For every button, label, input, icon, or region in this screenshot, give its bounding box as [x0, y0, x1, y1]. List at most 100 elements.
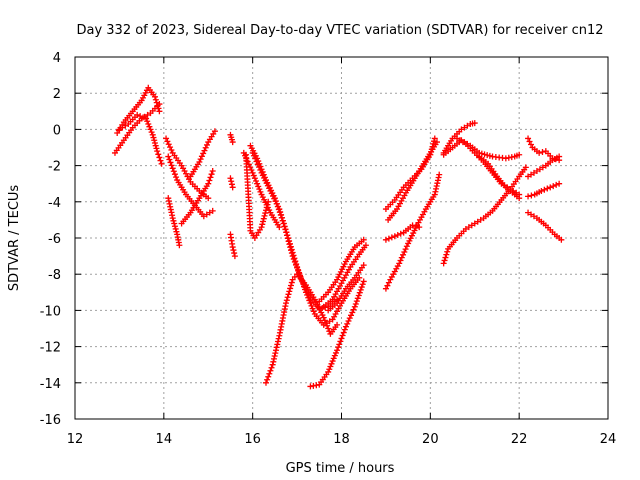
- data-point: [306, 297, 313, 304]
- data-point: [168, 162, 175, 169]
- data-point: [391, 233, 398, 240]
- data-point: [259, 221, 266, 228]
- data-point: [251, 175, 258, 182]
- data-point: [205, 195, 212, 202]
- series-track-t: [325, 262, 367, 314]
- data-point: [268, 364, 275, 371]
- data-point: [278, 211, 285, 218]
- data-point: [256, 186, 263, 193]
- data-point: [556, 153, 563, 160]
- data-point: [231, 250, 238, 257]
- data-point: [171, 223, 178, 230]
- series-track-j: [227, 175, 236, 191]
- data-point: [444, 248, 451, 255]
- series-track-aa: [440, 137, 523, 162]
- data-point: [262, 210, 269, 217]
- data-point: [151, 139, 158, 146]
- y-tick-label: 2: [53, 87, 61, 102]
- data-point: [257, 166, 264, 173]
- data-point: [416, 224, 423, 231]
- data-point: [484, 152, 491, 159]
- data-point: [385, 279, 392, 286]
- data-point: [359, 281, 366, 288]
- data-point: [320, 314, 327, 321]
- data-point: [409, 222, 416, 229]
- data-point: [166, 156, 173, 163]
- data-point: [335, 344, 342, 351]
- data-point: [200, 150, 207, 157]
- data-point: [348, 312, 355, 319]
- data-point: [137, 113, 144, 120]
- data-point: [153, 99, 160, 106]
- data-point: [167, 159, 174, 166]
- data-point: [155, 105, 162, 112]
- data-point: [539, 149, 546, 156]
- data-point: [279, 217, 286, 224]
- data-point: [165, 141, 172, 148]
- data-point: [197, 156, 204, 163]
- data-point: [163, 135, 170, 142]
- data-point: [262, 379, 269, 386]
- data-point: [331, 352, 338, 359]
- data-point: [324, 322, 331, 329]
- data-point: [321, 317, 328, 324]
- data-point: [431, 138, 438, 145]
- data-point: [525, 135, 532, 142]
- data-point: [400, 251, 407, 258]
- data-point: [360, 278, 367, 285]
- data-point: [168, 147, 175, 154]
- data-point: [250, 172, 257, 179]
- data-point: [385, 235, 392, 242]
- data-point: [276, 224, 283, 231]
- data-point: [308, 302, 315, 309]
- data-point: [240, 149, 247, 156]
- series-track-f: [165, 195, 183, 249]
- data-point: [144, 118, 151, 125]
- data-point: [261, 212, 268, 219]
- data-point: [358, 284, 365, 291]
- data-point: [173, 174, 180, 181]
- data-point: [273, 344, 280, 351]
- data-point: [550, 183, 557, 190]
- data-point: [244, 158, 251, 165]
- data-point: [164, 138, 171, 145]
- data-point: [266, 370, 273, 377]
- data-point: [272, 347, 279, 354]
- data-point: [140, 114, 147, 121]
- data-point: [271, 353, 278, 360]
- data-points: [111, 84, 565, 390]
- data-point: [277, 208, 284, 215]
- data-point: [287, 282, 294, 289]
- data-point: [252, 177, 259, 184]
- data-point: [231, 253, 238, 260]
- data-point: [171, 171, 178, 178]
- data-point: [325, 368, 332, 375]
- data-point: [147, 126, 154, 133]
- y-tick-label: -2: [48, 160, 61, 175]
- data-point: [285, 235, 292, 241]
- data-point: [325, 325, 332, 332]
- data-point: [558, 236, 565, 243]
- series-track-u: [382, 171, 443, 292]
- series-track-ae: [525, 153, 563, 180]
- data-point: [176, 242, 183, 249]
- data-point: [169, 215, 176, 222]
- data-point: [253, 158, 260, 165]
- y-axis-label: SDTVAR / TECUs: [7, 185, 22, 292]
- data-point: [203, 141, 210, 148]
- data-point: [287, 243, 294, 250]
- data-point: [291, 255, 298, 262]
- data-point: [274, 338, 281, 345]
- data-point: [356, 289, 363, 296]
- data-point: [248, 166, 255, 173]
- data-point: [254, 161, 261, 168]
- data-point: [269, 361, 276, 368]
- data-point: [211, 128, 218, 135]
- series-track-x: [385, 139, 440, 223]
- data-point: [249, 169, 256, 176]
- series-track-r: [316, 236, 367, 305]
- data-point: [267, 367, 274, 374]
- data-point: [228, 181, 235, 188]
- data-point: [205, 180, 212, 187]
- y-tick-label: -6: [48, 232, 61, 247]
